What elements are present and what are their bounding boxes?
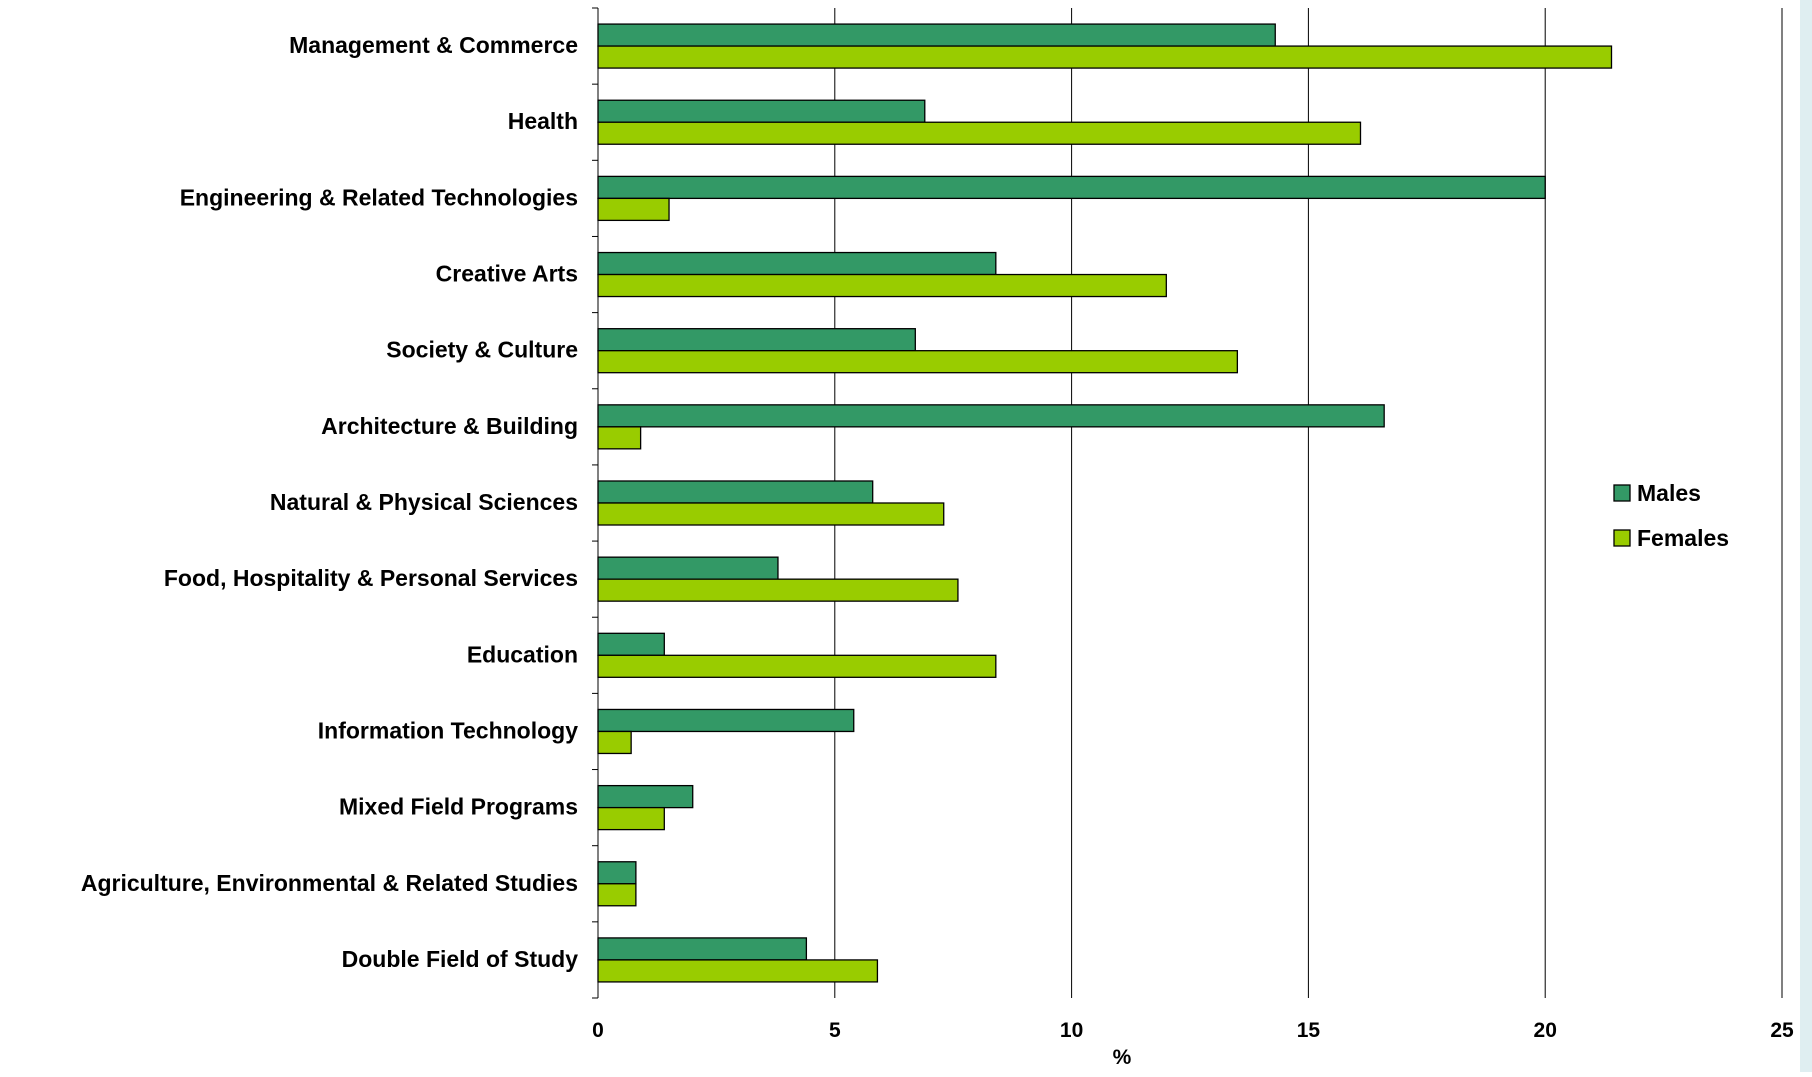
x-tick-label: 15 <box>1297 1019 1321 1042</box>
bar-females <box>597 273 1167 298</box>
bar-males <box>597 784 694 809</box>
x-tick-label: 25 <box>1770 1019 1794 1042</box>
bar-females <box>597 730 632 755</box>
bar-females <box>597 197 670 222</box>
bar-females <box>597 45 1613 69</box>
category-label: Engineering & Related Technologies <box>180 184 578 210</box>
category-label: Education <box>467 641 578 667</box>
legend: Males Females <box>1613 480 1729 551</box>
bar-females <box>597 350 1239 374</box>
x-tick-label: 0 <box>592 1019 604 1042</box>
category-label: Information Technology <box>318 717 578 743</box>
bar-females <box>597 502 945 526</box>
x-axis-title: % <box>1113 1046 1132 1069</box>
category-label: Double Field of Study <box>342 946 579 972</box>
bar-males <box>597 937 808 961</box>
category-labels: Management & Commerce Health Engineering &… <box>81 32 578 972</box>
x-tick-label: 10 <box>1060 1019 1083 1042</box>
bar-males <box>597 861 637 885</box>
legend-swatch-females <box>1613 529 1631 547</box>
bar-females <box>597 806 665 831</box>
bar-females <box>597 578 959 602</box>
bar-males <box>597 328 916 352</box>
bar-males <box>597 480 874 504</box>
bar-males <box>597 632 665 656</box>
category-label: Management & Commerce <box>289 32 578 58</box>
edge-strip <box>1800 0 1812 1072</box>
bars <box>597 23 1613 983</box>
bar-females <box>597 121 1362 145</box>
bar-females <box>597 959 879 983</box>
bar-males <box>597 251 997 276</box>
legend-label-males: Males <box>1637 480 1701 506</box>
bar-males <box>597 404 1385 428</box>
category-label: Creative Arts <box>436 261 578 287</box>
bar-males <box>597 23 1276 47</box>
bar-males <box>597 99 926 123</box>
x-tick-labels: 0 5 10 15 20 25 <box>592 1019 1794 1042</box>
bar-males <box>597 708 855 733</box>
bar-males <box>597 556 779 580</box>
category-label: Health <box>508 108 578 134</box>
x-tick-label: 5 <box>829 1019 841 1042</box>
gridlines <box>834 8 1783 998</box>
category-label: Food, Hospitality & Personal Services <box>164 565 578 591</box>
x-tick-label: 20 <box>1534 1019 1557 1042</box>
bar-females <box>597 654 997 678</box>
category-label: Society & Culture <box>386 337 578 363</box>
bar-females <box>597 426 642 450</box>
category-label: Architecture & Building <box>321 413 578 439</box>
category-label: Natural & Physical Sciences <box>270 489 578 515</box>
bar-males <box>597 175 1546 200</box>
legend-label-females: Females <box>1637 525 1729 551</box>
bar-females <box>597 883 637 907</box>
category-label: Agriculture, Environmental & Related Stu… <box>81 870 578 896</box>
axes <box>592 7 599 999</box>
category-label: Mixed Field Programs <box>339 794 578 820</box>
legend-swatch-males <box>1613 484 1631 502</box>
